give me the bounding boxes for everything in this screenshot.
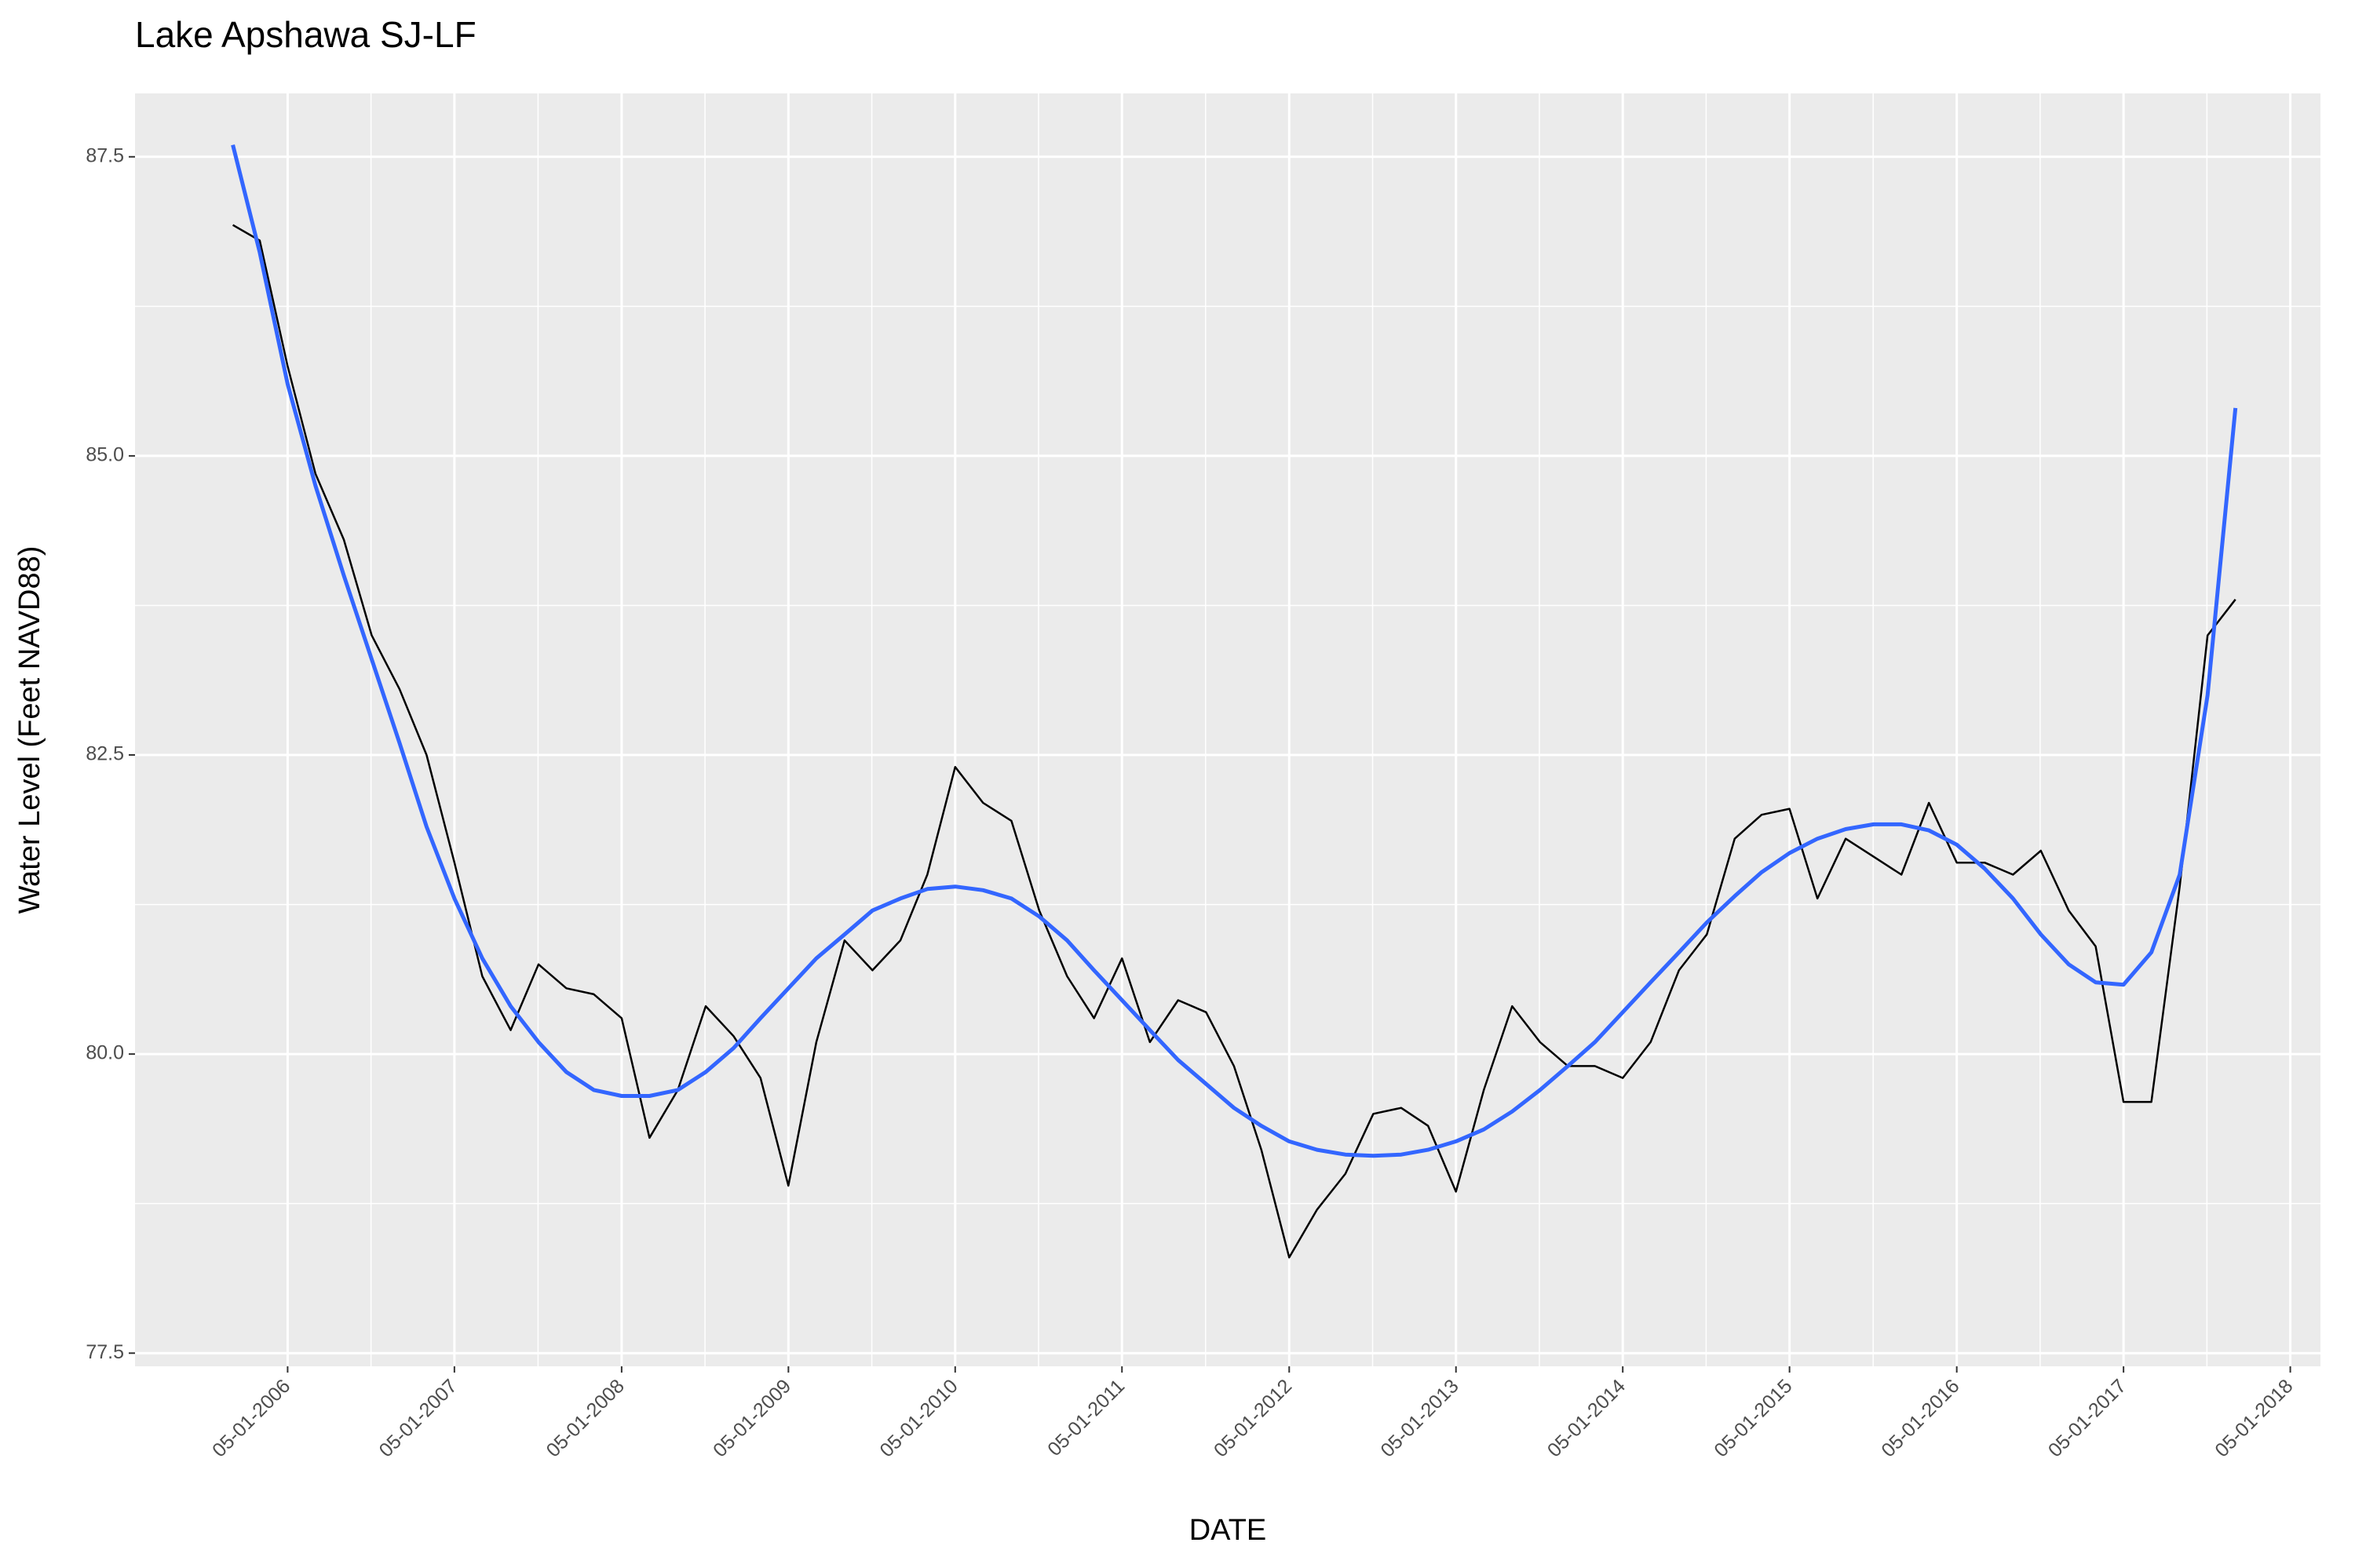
chart-title: Lake Apshawa SJ-LF	[135, 14, 476, 55]
y-tick-label: 77.5	[86, 1341, 124, 1363]
y-axis-title: Water Level (Feet NAVD88)	[13, 546, 46, 914]
plot-panel	[135, 93, 2320, 1366]
y-tick-label: 82.5	[86, 743, 124, 765]
series-line	[231, 144, 2238, 1158]
y-tick-label: 85.0	[86, 444, 124, 466]
y-tick-label: 87.5	[86, 144, 124, 166]
y-tick-label: 80.0	[86, 1042, 124, 1064]
x-axis-title: DATE	[1189, 1514, 1267, 1547]
series-line	[232, 224, 2236, 1259]
